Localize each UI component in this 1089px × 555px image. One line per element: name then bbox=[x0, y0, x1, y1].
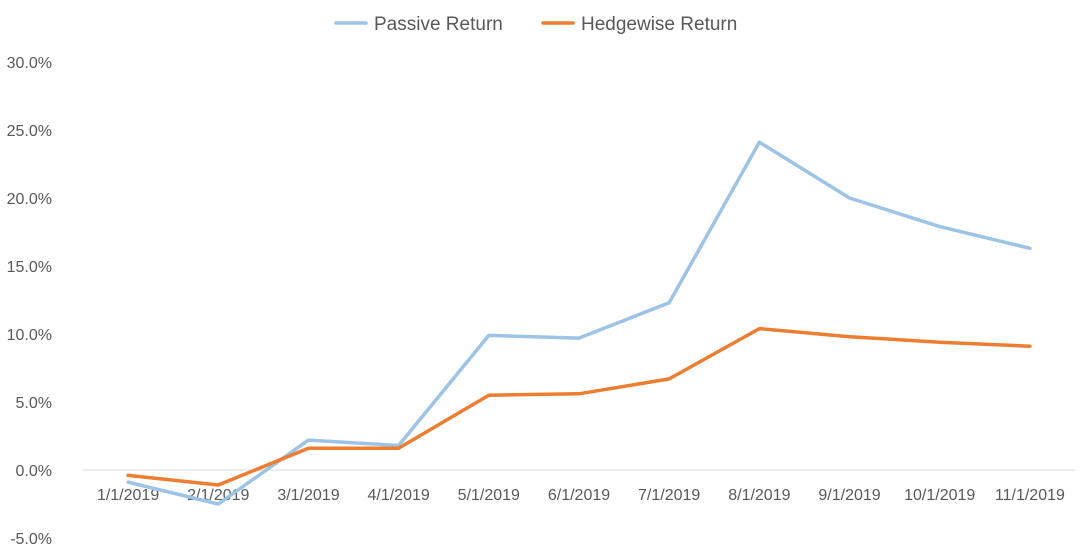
y-tick-label: 30.0% bbox=[7, 55, 52, 72]
y-tick-label: 5.0% bbox=[16, 395, 52, 412]
legend: Passive Return Hedgewise Return bbox=[334, 14, 737, 35]
legend-label: Passive Return bbox=[374, 14, 503, 35]
y-tick-label: 25.0% bbox=[7, 123, 52, 140]
x-tick-label: 10/1/2019 bbox=[904, 487, 975, 504]
x-tick-label: 8/1/2019 bbox=[728, 487, 790, 504]
y-axis: -5.0% 0.0% 5.0% 10.0% 15.0% 20.0% 25.0% 30.0% bbox=[7, 55, 52, 548]
x-tick-label: 9/1/2019 bbox=[818, 487, 880, 504]
y-tick-label: 0.0% bbox=[16, 463, 52, 480]
x-tick-label: 7/1/2019 bbox=[638, 487, 700, 504]
x-tick-label: 3/1/2019 bbox=[277, 487, 339, 504]
y-tick-label: 15.0% bbox=[7, 259, 52, 276]
x-tick-label: 4/1/2019 bbox=[367, 487, 429, 504]
x-tick-label: 1/1/2019 bbox=[97, 487, 159, 504]
x-tick-label: 5/1/2019 bbox=[458, 487, 520, 504]
series-line-hedgewise-return bbox=[126, 326, 1032, 487]
y-tick-label: 10.0% bbox=[7, 327, 52, 344]
series-layer bbox=[126, 140, 1032, 506]
y-tick-label: 20.0% bbox=[7, 191, 52, 208]
legend-label: Hedgewise Return bbox=[581, 14, 737, 35]
series-line-passive-return bbox=[126, 140, 1032, 506]
x-tick-label: 11/1/2019 bbox=[995, 487, 1065, 504]
y-tick-label: -5.0% bbox=[10, 531, 52, 548]
x-axis: 1/1/2019 2/1/2019 3/1/2019 4/1/2019 5/1/2019… bbox=[83, 469, 1075, 504]
x-tick-label: 6/1/2019 bbox=[548, 487, 610, 504]
